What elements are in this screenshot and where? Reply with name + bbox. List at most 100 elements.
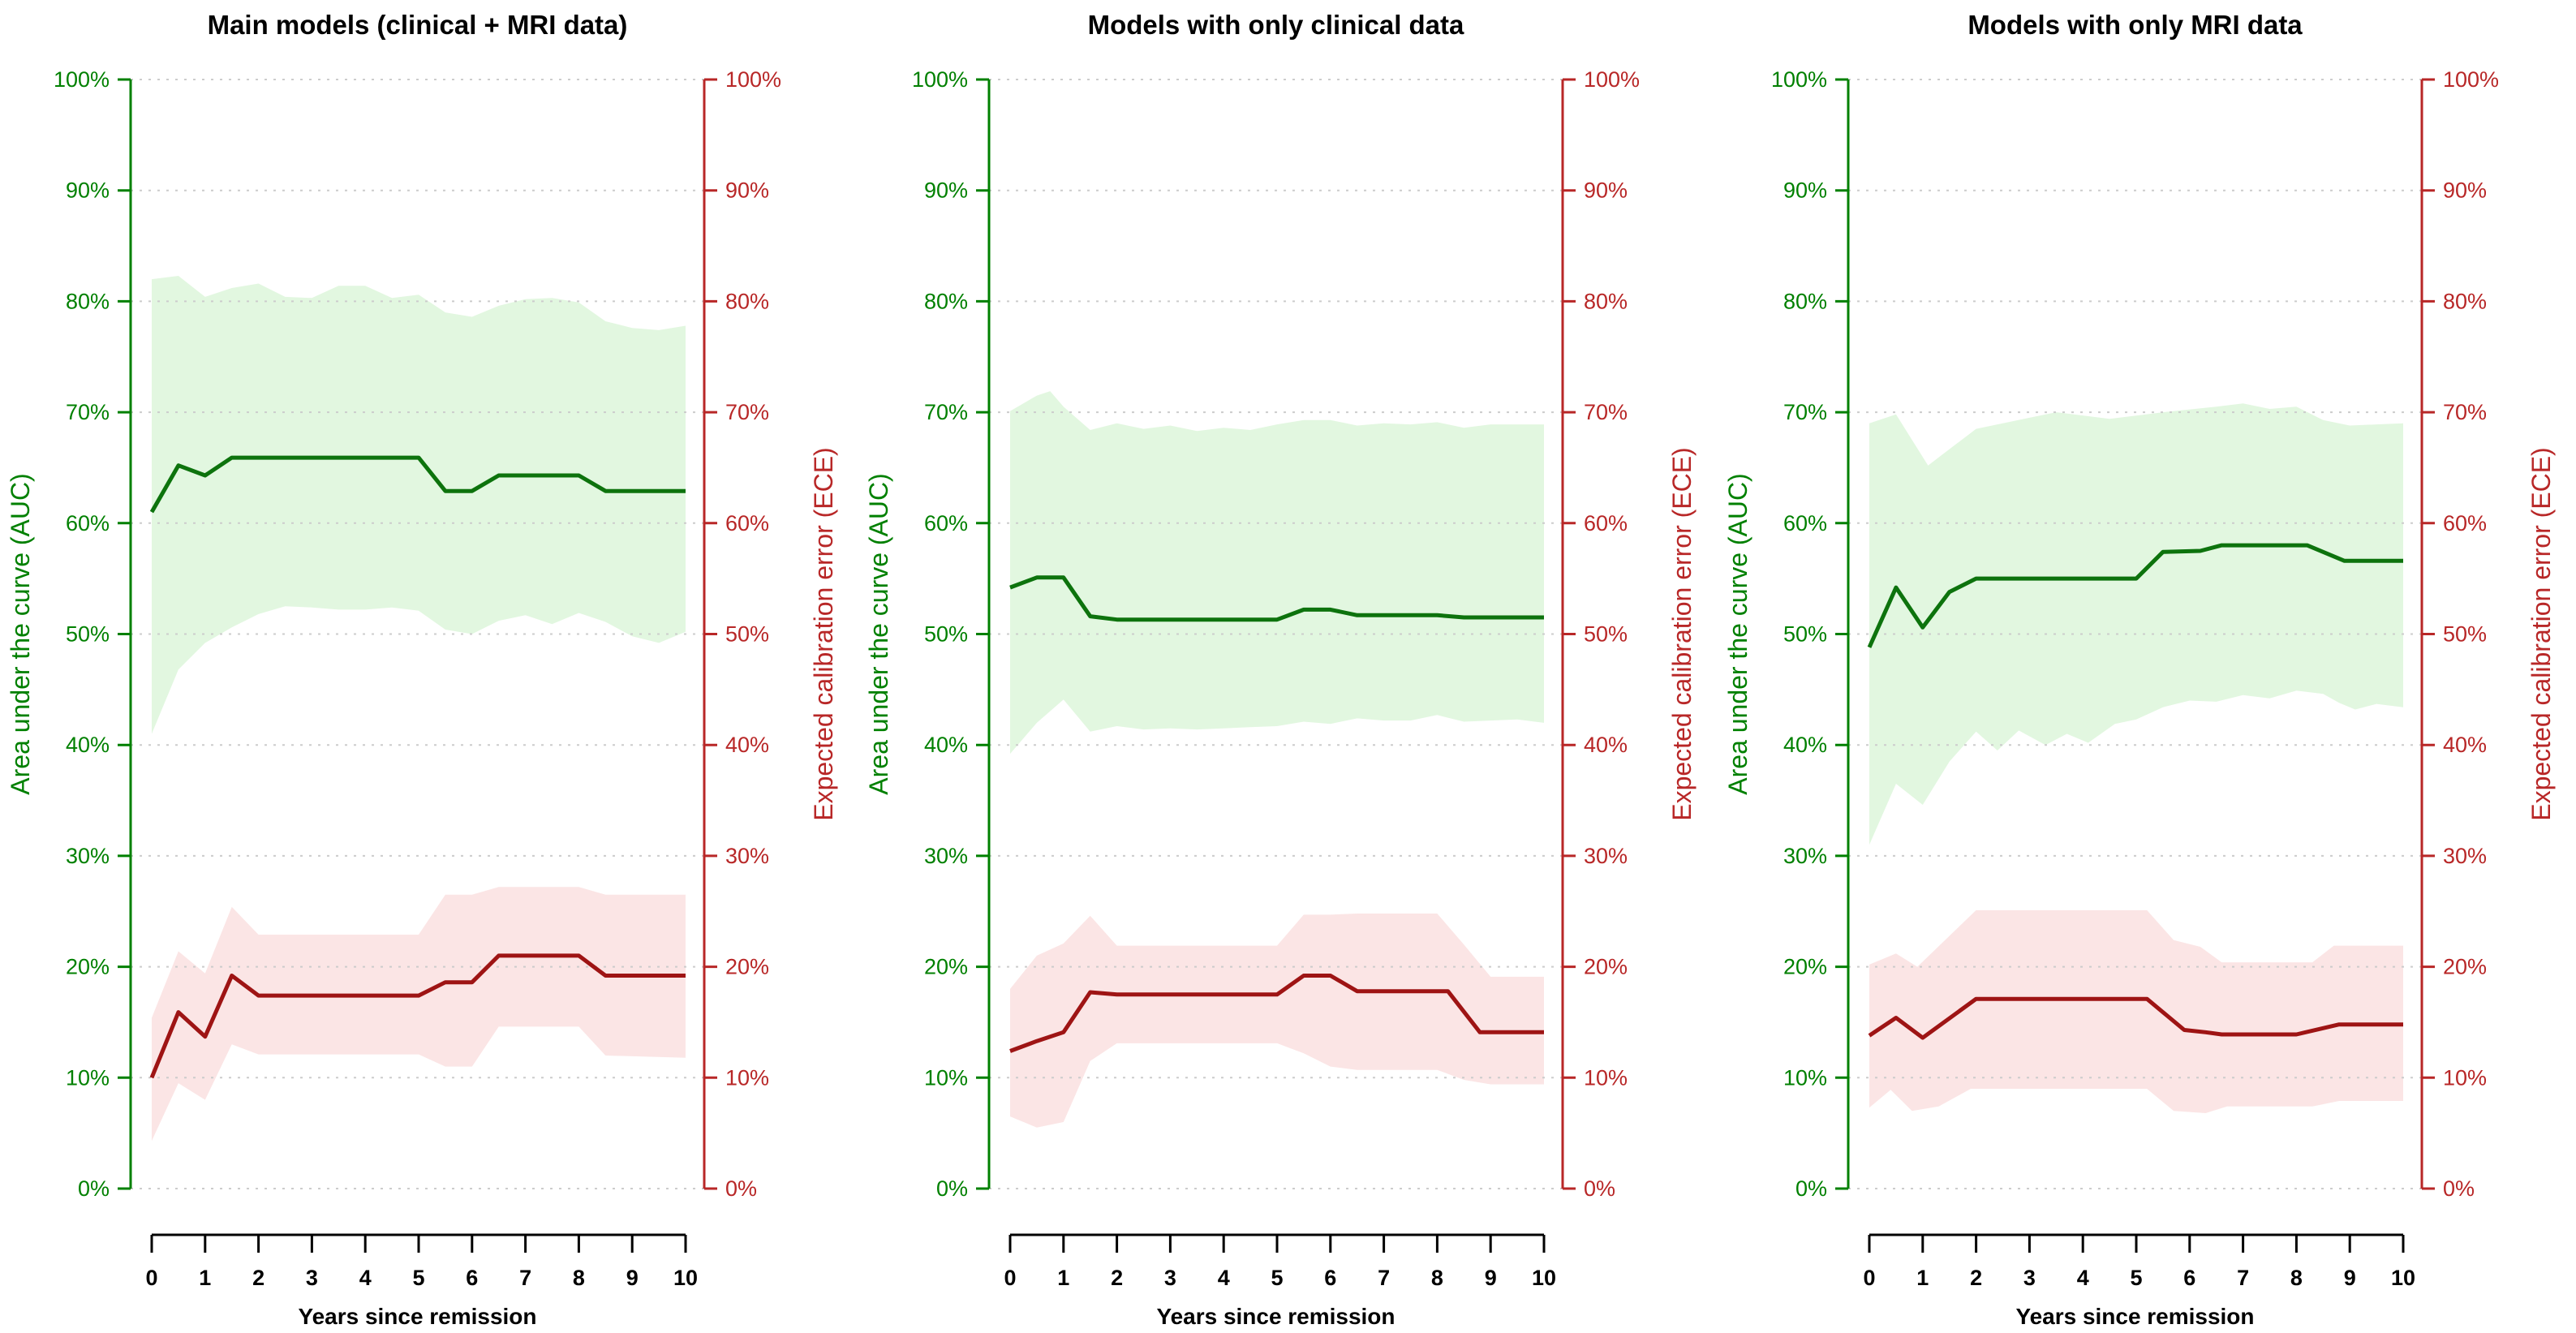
y-tick-label-right: 90% bbox=[1584, 178, 1628, 203]
chart-panel-clinical-only: 0% 10% 20% 30% 40% 50% 60% 70% 80% 90% 100% 0% 10% 20… bbox=[858, 0, 1717, 1333]
y-tick-label-right: 60% bbox=[725, 511, 769, 535]
y-tick-label-left: 40% bbox=[924, 733, 968, 757]
y-tick-label-right: 70% bbox=[1584, 400, 1628, 424]
x-axis-title: Years since remission bbox=[298, 1304, 536, 1329]
x-tick-label: 2 bbox=[252, 1266, 264, 1290]
x-tick-label: 7 bbox=[519, 1266, 531, 1290]
panel-title: Models with only clinical data bbox=[1088, 10, 1464, 40]
y-tick-label-right: 80% bbox=[725, 289, 769, 313]
y-tick-label-right: 50% bbox=[1584, 622, 1628, 647]
y-tick-label-left: 10% bbox=[66, 1065, 110, 1090]
y-tick-label-right: 0% bbox=[2443, 1176, 2475, 1201]
y-axis-title-left: Area under the curve (AUC) bbox=[6, 473, 35, 794]
x-tick-label: 4 bbox=[359, 1266, 372, 1290]
x-tick-label: 5 bbox=[2130, 1266, 2142, 1290]
y-tick-label-left: 40% bbox=[1783, 733, 1827, 757]
y-tick-label-right: 90% bbox=[725, 178, 769, 203]
y-tick-label-left: 50% bbox=[66, 622, 110, 647]
y-tick-label-left: 60% bbox=[66, 511, 110, 535]
y-tick-label-left: 100% bbox=[1771, 67, 1827, 92]
y-tick-label-right: 60% bbox=[1584, 511, 1628, 535]
y-tick-label-right: 50% bbox=[725, 622, 769, 647]
ece-confidence-band bbox=[1010, 913, 1545, 1128]
x-tick-label: 10 bbox=[2391, 1266, 2415, 1290]
y-tick-label-right: 30% bbox=[2443, 844, 2487, 868]
plot-1: 0%10%20%30%40%50%60%70%80%90%100%0%10%20… bbox=[6, 10, 838, 1329]
y-tick-label-left: 0% bbox=[936, 1176, 968, 1201]
x-tick-label: 3 bbox=[306, 1266, 318, 1290]
x-axis-title: Years since remission bbox=[2015, 1304, 2254, 1329]
ece-line bbox=[149, 953, 686, 1079]
y-tick-label-left: 0% bbox=[1795, 1176, 1827, 1201]
x-tick-label: 9 bbox=[2343, 1266, 2355, 1290]
y-tick-label-left: 20% bbox=[1783, 955, 1827, 979]
x-tick-label: 1 bbox=[1916, 1266, 1929, 1290]
x-tick-label: 7 bbox=[1378, 1266, 1390, 1290]
y-axis-title-left: Area under the curve (AUC) bbox=[864, 473, 893, 794]
auc-line bbox=[1867, 543, 2403, 648]
plot-2: 0% 10% 20% 30% 40% 50% 60% 70% 80% 90% 100% 0% 10% 20… bbox=[864, 10, 1697, 1329]
y-tick-label-left: 100% bbox=[54, 67, 110, 92]
y-axis-title-right: Expected calibration error (ECE) bbox=[809, 447, 838, 820]
auc-line bbox=[149, 455, 686, 514]
y-tick-label-left: 50% bbox=[924, 622, 968, 647]
x-tick-label: 7 bbox=[2237, 1266, 2249, 1290]
y-tick-label-right: 100% bbox=[1584, 67, 1640, 92]
y-tick-label-right: 10% bbox=[1584, 1065, 1628, 1090]
x-tick-label: 4 bbox=[2076, 1266, 2088, 1290]
y-tick-label-left: 90% bbox=[66, 178, 110, 203]
y-tick-label-right: 40% bbox=[2443, 733, 2487, 757]
y-tick-label-right: 80% bbox=[2443, 289, 2487, 313]
x-tick-label: 1 bbox=[199, 1266, 211, 1290]
y-tick-label-left: 80% bbox=[66, 289, 110, 313]
y-tick-label-left: 80% bbox=[1783, 289, 1827, 313]
x-tick-label: 0 bbox=[1863, 1266, 1875, 1290]
y-tick-label-right: 40% bbox=[1584, 733, 1628, 757]
x-tick-label: 8 bbox=[1431, 1266, 1443, 1290]
y-tick-label-right: 30% bbox=[725, 844, 769, 868]
y-tick-label-right: 30% bbox=[1584, 844, 1628, 868]
x-tick-label: 6 bbox=[2183, 1266, 2195, 1290]
y-axis-title-left: Area under the curve (AUC) bbox=[1723, 473, 1752, 794]
x-tick-label: 4 bbox=[1218, 1266, 1230, 1290]
y-axis-title-right: Expected calibration error (ECE) bbox=[1667, 447, 1697, 820]
y-tick-label-left: 100% bbox=[912, 67, 968, 92]
y-tick-label-right: 0% bbox=[1584, 1176, 1615, 1201]
ece-line bbox=[1009, 973, 1545, 1053]
y-tick-label-right: 70% bbox=[2443, 400, 2487, 424]
y-tick-label-right: 100% bbox=[2443, 67, 2499, 92]
auc-confidence-band bbox=[1869, 403, 2403, 845]
y-tick-label-left: 30% bbox=[66, 844, 110, 868]
plot-3: 0%10%20%30%40%50%60%70%80%90%100%0%10%20… bbox=[1723, 10, 2556, 1329]
y-tick-label-left: 10% bbox=[924, 1065, 968, 1090]
y-tick-label-right: 20% bbox=[1584, 955, 1628, 979]
y-tick-label-left: 90% bbox=[924, 178, 968, 203]
x-axis-title: Years since remission bbox=[1157, 1304, 1396, 1329]
ece-confidence-band bbox=[151, 887, 686, 1142]
x-tick-label: 3 bbox=[2023, 1266, 2036, 1290]
y-tick-label-right: 80% bbox=[1584, 289, 1628, 313]
y-tick-label-right: 10% bbox=[2443, 1065, 2487, 1090]
x-tick-label: 6 bbox=[1325, 1266, 1337, 1290]
y-tick-label-right: 60% bbox=[2443, 511, 2487, 535]
y-tick-label-left: 90% bbox=[1783, 178, 1827, 203]
y-tick-label-right: 10% bbox=[725, 1065, 769, 1090]
y-tick-label-left: 50% bbox=[1783, 622, 1827, 647]
y-axis-title-right: Expected calibration error (ECE) bbox=[2527, 447, 2556, 820]
y-tick-label-right: 90% bbox=[2443, 178, 2487, 203]
x-tick-label: 5 bbox=[1271, 1266, 1284, 1290]
x-tick-label: 9 bbox=[626, 1266, 639, 1290]
y-tick-label-right: 0% bbox=[725, 1176, 757, 1201]
y-tick-label-left: 20% bbox=[924, 955, 968, 979]
chart-panel-main-models: 0% 10% 20% 30% 40% 50% 60% 70% 80% 90% 100% 0% 10% 20… bbox=[0, 0, 858, 1333]
panel-title: Models with only MRI data bbox=[1967, 10, 2303, 40]
y-tick-label-left: 70% bbox=[924, 400, 968, 424]
x-tick-label: 10 bbox=[673, 1266, 698, 1290]
y-tick-label-left: 60% bbox=[1783, 511, 1827, 535]
x-tick-label: 2 bbox=[1970, 1266, 1982, 1290]
y-tick-label-right: 20% bbox=[725, 955, 769, 979]
panel-title: Main models (clinical + MRI data) bbox=[208, 10, 628, 40]
y-tick-label-right: 50% bbox=[2443, 622, 2487, 647]
y-tick-label-right: 20% bbox=[2443, 955, 2487, 979]
